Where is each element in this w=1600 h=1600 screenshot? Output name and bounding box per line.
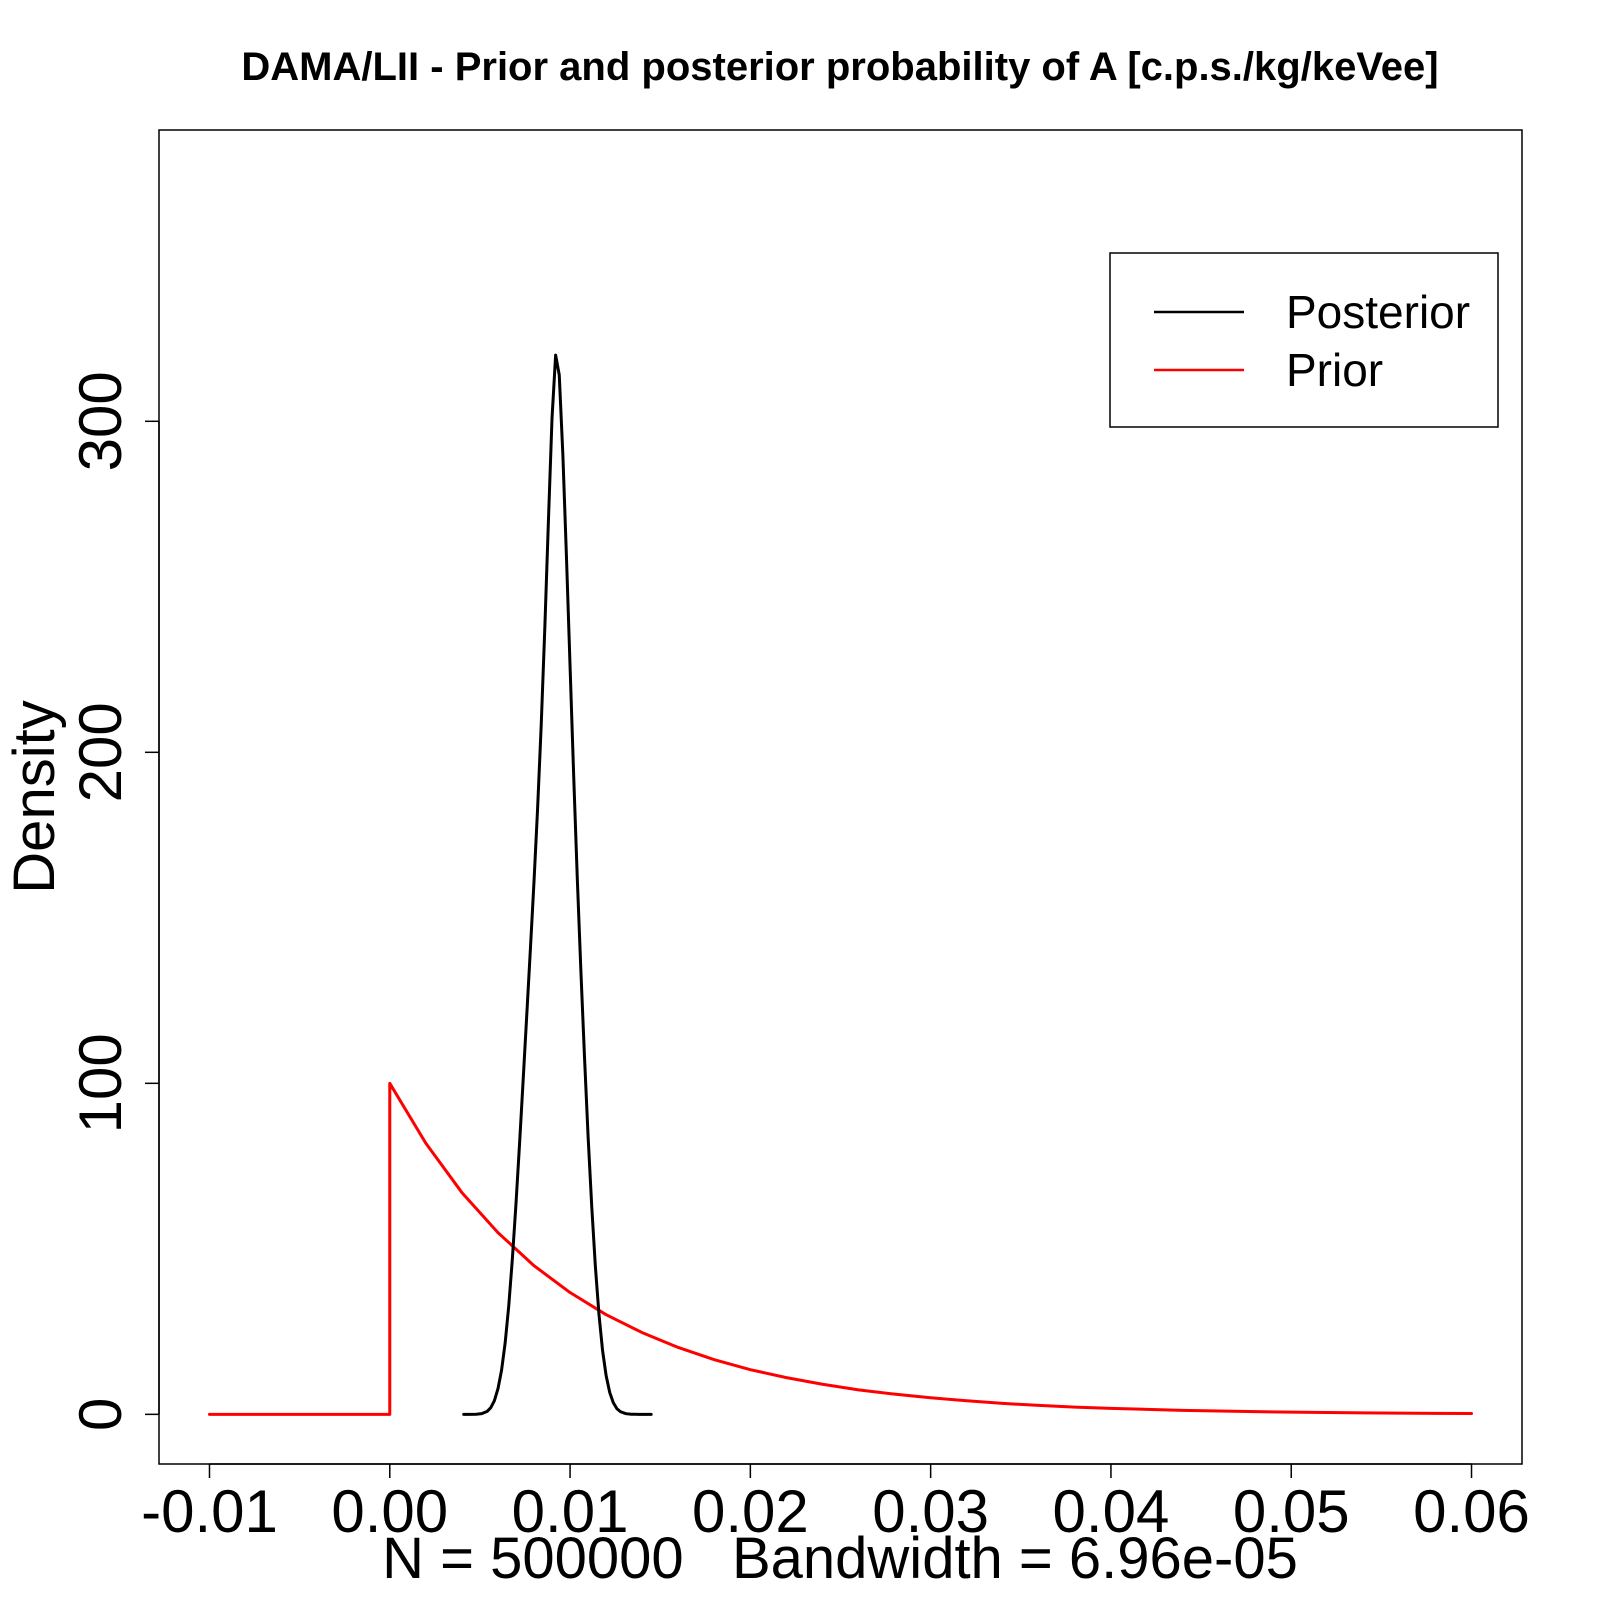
y-tick-label: 200 bbox=[67, 702, 134, 802]
legend-label-posterior: Posterior bbox=[1286, 286, 1470, 338]
legend: Posterior Prior bbox=[1109, 252, 1499, 428]
x-tick-label: 0.01 bbox=[512, 1478, 629, 1545]
y-axis-label: Density bbox=[2, 700, 67, 893]
x-axis-label: N = 500000 Bandwidth = 6.96e-05 bbox=[382, 1526, 1298, 1591]
series-line-posterior bbox=[462, 353, 653, 1416]
x-tick-label: 0.05 bbox=[1233, 1478, 1350, 1545]
x-tick-label: 0.04 bbox=[1053, 1478, 1170, 1545]
legend-label-prior: Prior bbox=[1286, 344, 1383, 396]
y-tick-label: 0 bbox=[67, 1398, 134, 1431]
series-layer bbox=[207, 353, 1474, 1416]
y-tick-label: 300 bbox=[67, 371, 134, 471]
x-tick-label: 0.02 bbox=[692, 1478, 809, 1545]
y-axis: 0 100 200 300 bbox=[67, 371, 160, 1431]
x-tick-label: 0.03 bbox=[872, 1478, 989, 1545]
x-tick-label: -0.01 bbox=[141, 1478, 278, 1545]
x-tick-label: 0.06 bbox=[1413, 1478, 1530, 1545]
legend-box bbox=[1109, 252, 1499, 428]
x-tick-label: 0.00 bbox=[331, 1478, 448, 1545]
x-axis: -0.01 0.00 0.01 0.02 0.03 0.04 0.05 0.06 bbox=[141, 1463, 1530, 1545]
chart-title: DAMA/LII - Prior and posterior probabili… bbox=[241, 45, 1438, 89]
series-line-prior bbox=[207, 1081, 1474, 1416]
y-tick-label: 100 bbox=[67, 1033, 134, 1133]
